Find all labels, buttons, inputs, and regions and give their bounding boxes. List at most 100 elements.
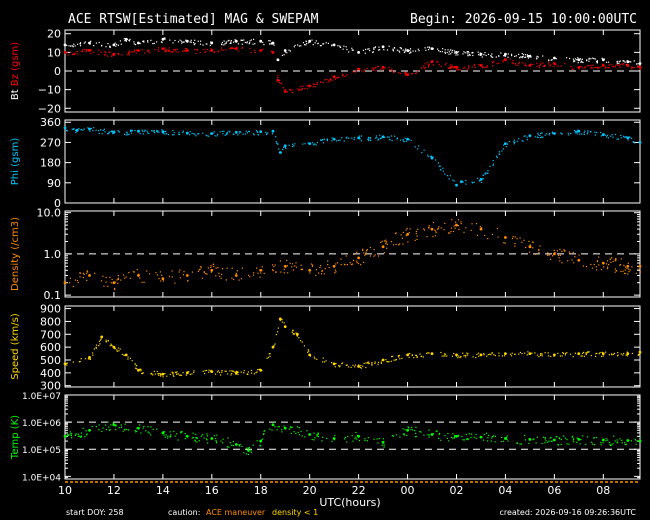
scatter-dot — [116, 350, 118, 352]
scatter-dot — [604, 67, 606, 69]
scatter-dot — [526, 139, 528, 141]
scatter-dot — [634, 142, 636, 144]
scatter-dot — [613, 352, 615, 354]
scatter-dot — [198, 269, 200, 271]
scatter-dot — [590, 58, 592, 60]
scatter-dot — [184, 50, 186, 52]
scatter-dot — [620, 353, 622, 355]
scatter-dot — [639, 436, 641, 439]
scatter-dot — [118, 53, 120, 56]
scatter-dot — [407, 241, 409, 243]
scatter-dot — [354, 438, 356, 440]
scatter-dot — [543, 65, 545, 67]
scatter-dot — [220, 374, 222, 376]
scatter-dot — [113, 132, 115, 134]
scatter-dot — [328, 79, 330, 81]
scatter-dot — [98, 429, 100, 431]
y-axis-label-part: (km/s) — [10, 313, 21, 348]
data-point — [504, 236, 507, 239]
x-tick-label: 04 — [498, 484, 512, 497]
scatter-dot — [486, 65, 488, 67]
scatter-dot — [494, 435, 497, 437]
scatter-dot — [596, 352, 598, 354]
scatter-dot — [447, 440, 450, 442]
scatter-dot — [547, 252, 549, 254]
scatter-dot — [364, 438, 366, 440]
scatter-dot — [490, 354, 492, 356]
scatter-dot — [247, 447, 249, 449]
scatter-dot — [395, 359, 397, 361]
scatter-dot — [617, 354, 619, 356]
scatter-dot — [240, 371, 242, 373]
scatter-dot — [162, 277, 164, 279]
scatter-dot — [314, 358, 316, 360]
scatter-dot — [221, 370, 223, 372]
scatter-dot — [466, 52, 468, 54]
scatter-dot — [326, 79, 328, 81]
scatter-dot — [580, 60, 582, 62]
y-tick-label: 20 — [47, 28, 61, 41]
scatter-dot — [262, 438, 264, 440]
scatter-dot — [579, 66, 581, 68]
scatter-dot — [304, 143, 306, 145]
scatter-dot — [108, 429, 110, 431]
scatter-dot — [225, 279, 227, 281]
scatter-dot — [210, 369, 212, 371]
scatter-dot — [301, 341, 303, 343]
scatter-dot — [463, 355, 465, 357]
scatter-dot — [561, 262, 563, 264]
scatter-dot — [285, 266, 287, 268]
scatter-dot — [377, 65, 379, 68]
scatter-dot — [608, 67, 610, 69]
scatter-dot — [340, 258, 342, 260]
scatter-dot — [175, 372, 177, 374]
scatter-dot — [555, 436, 557, 438]
scatter-dot — [93, 51, 95, 53]
scatter-dot — [494, 441, 496, 443]
scatter-dot — [560, 438, 562, 441]
scatter-dot — [126, 131, 128, 133]
scatter-dot — [626, 355, 628, 357]
scatter-dot — [281, 319, 283, 321]
scatter-dot — [180, 374, 183, 376]
scatter-dot — [496, 156, 498, 159]
scatter-dot — [602, 63, 604, 65]
scatter-dot — [249, 47, 251, 50]
scatter-dot — [467, 67, 470, 69]
scatter-dot — [548, 254, 550, 256]
scatter-dot — [481, 67, 484, 69]
scatter-dot — [249, 40, 251, 42]
scatter-dot — [320, 273, 323, 275]
scatter-dot — [168, 50, 170, 52]
scatter-dot — [142, 372, 144, 374]
scatter-dot — [99, 339, 102, 341]
scatter-dot — [624, 272, 626, 274]
scatter-dot — [353, 253, 355, 256]
scatter-dot — [450, 227, 453, 229]
scatter-dot — [610, 261, 612, 263]
scatter-dot — [190, 41, 192, 43]
scatter-dot — [110, 130, 112, 133]
scatter-dot — [298, 89, 300, 92]
scatter-dot — [273, 266, 275, 268]
scatter-dot — [524, 56, 526, 58]
scatter-dot — [502, 59, 504, 62]
scatter-dot — [487, 170, 489, 172]
scatter-dot — [501, 355, 503, 357]
data-point — [271, 129, 275, 133]
scatter-dot — [323, 43, 325, 45]
scatter-dot — [236, 47, 238, 49]
scatter-dot — [118, 131, 120, 133]
scatter-dot — [612, 66, 614, 68]
scatter-dot — [561, 355, 563, 357]
scatter-dot — [380, 241, 382, 243]
scatter-dot — [484, 234, 486, 237]
scatter-dot — [152, 43, 154, 45]
data-point — [234, 274, 238, 277]
scatter-dot — [219, 371, 221, 374]
scatter-dot — [355, 70, 357, 72]
scatter-dot — [189, 134, 191, 136]
scatter-dot — [577, 57, 579, 59]
scatter-dot — [124, 277, 126, 279]
